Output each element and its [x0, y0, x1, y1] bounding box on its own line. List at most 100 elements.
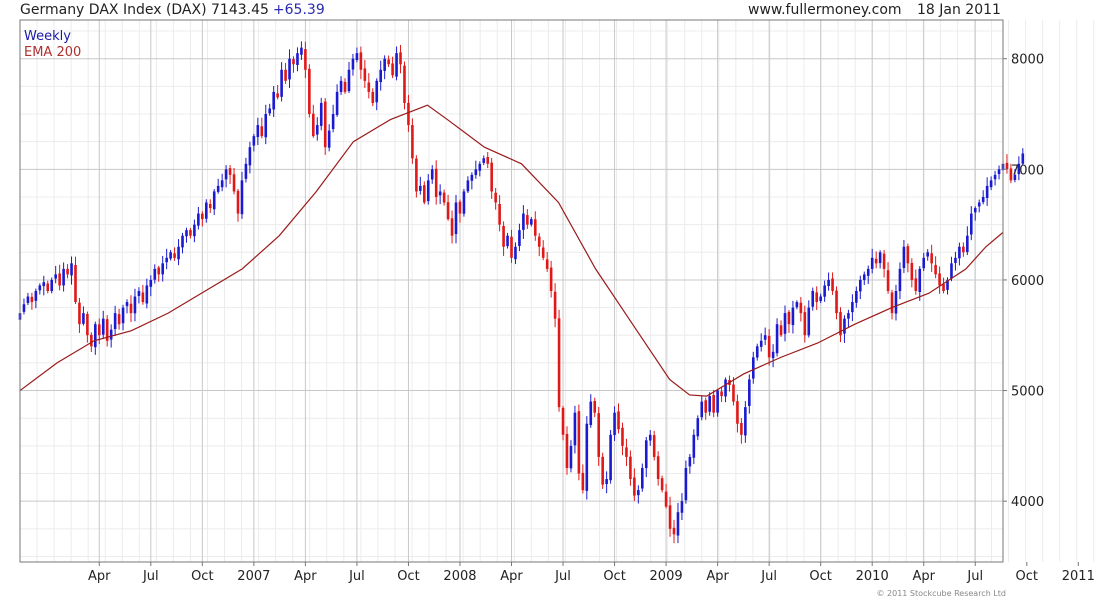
candle: [688, 454, 692, 474]
candle-body: [736, 401, 739, 424]
candle: [942, 277, 945, 294]
candle-body: [129, 303, 133, 314]
candle: [407, 94, 410, 132]
candle-body: [304, 49, 307, 70]
chart-title: Germany DAX Index (DAX) 7143.45 +65.39: [20, 2, 325, 18]
candle: [839, 307, 842, 343]
candle-body: [537, 236, 541, 247]
candle: [815, 286, 819, 311]
candle-body: [193, 224, 196, 237]
candle: [514, 242, 517, 265]
candle: [280, 62, 283, 102]
candle-body: [86, 313, 89, 336]
x-tick-label: Apr: [294, 569, 317, 584]
candle: [379, 60, 382, 91]
candle-body: [201, 213, 204, 220]
candle: [185, 227, 188, 243]
candle-body: [878, 252, 882, 264]
candle: [664, 483, 668, 509]
candle-body: [870, 257, 874, 269]
candle-body: [426, 180, 430, 202]
candle: [847, 309, 850, 328]
candle-body: [125, 302, 129, 307]
candle-body: [637, 490, 640, 496]
candle: [549, 260, 553, 298]
candle: [256, 117, 260, 146]
candle: [450, 210, 454, 244]
candle-body: [1005, 162, 1009, 170]
candle: [177, 239, 180, 266]
candle: [403, 61, 406, 110]
candle-body: [97, 324, 101, 336]
candle-body: [109, 329, 113, 340]
candle-body: [660, 478, 664, 491]
candle: [878, 250, 882, 269]
candle-body: [839, 312, 842, 336]
candle: [569, 440, 573, 473]
candle-body: [704, 400, 708, 413]
candle-body: [831, 278, 834, 291]
candle: [831, 272, 834, 295]
candle: [676, 502, 680, 544]
candle-body: [985, 185, 989, 199]
candle: [637, 485, 640, 504]
candle: [66, 264, 69, 279]
candle: [296, 47, 299, 72]
candle-body: [462, 191, 466, 214]
candle-body: [70, 263, 73, 276]
candle: [82, 306, 85, 326]
candle-body: [613, 412, 616, 436]
candles: [18, 41, 1025, 544]
candle: [22, 298, 26, 315]
candle-body: [751, 357, 755, 379]
candle: [438, 184, 442, 205]
candle: [629, 450, 632, 486]
candle: [216, 178, 220, 194]
candle-body: [676, 512, 680, 536]
candle-body: [34, 291, 38, 301]
y-tick-label: 8000: [1011, 53, 1044, 68]
candle-body: [319, 102, 323, 126]
candle: [201, 211, 204, 227]
candle-body: [506, 235, 509, 247]
candle: [157, 265, 161, 282]
candle-body: [668, 505, 672, 529]
candle: [597, 406, 601, 466]
candle: [442, 189, 446, 206]
candle-body: [740, 423, 743, 435]
candle: [775, 318, 779, 357]
candle-body: [66, 268, 69, 275]
candle-body: [680, 501, 684, 513]
candle: [989, 176, 993, 191]
candle: [339, 76, 343, 96]
candle-body: [204, 202, 208, 219]
candle-body: [946, 279, 949, 290]
candle-body: [50, 279, 54, 292]
candle-body: [248, 147, 252, 166]
candle-body: [716, 390, 719, 413]
candle-body: [161, 263, 164, 275]
candle-body: [181, 235, 184, 248]
candle: [522, 205, 525, 239]
candle-body: [296, 53, 299, 65]
candle-body: [212, 191, 216, 210]
candle: [343, 78, 347, 94]
candle: [331, 104, 335, 133]
candle-body: [494, 192, 497, 203]
candle-body: [954, 257, 957, 263]
candle: [581, 464, 585, 494]
candle: [284, 62, 287, 84]
candle-body: [1009, 168, 1013, 181]
candle-body: [593, 401, 597, 413]
candle-body: [403, 65, 406, 103]
candle-body: [486, 157, 490, 164]
candle: [870, 248, 874, 274]
candle: [359, 46, 363, 80]
candle: [101, 310, 105, 340]
candle: [1013, 169, 1017, 183]
candle-body: [121, 307, 125, 324]
candle: [470, 172, 474, 190]
x-tick-label: 2007: [237, 569, 270, 584]
candle: [537, 233, 541, 257]
candle: [751, 351, 755, 384]
